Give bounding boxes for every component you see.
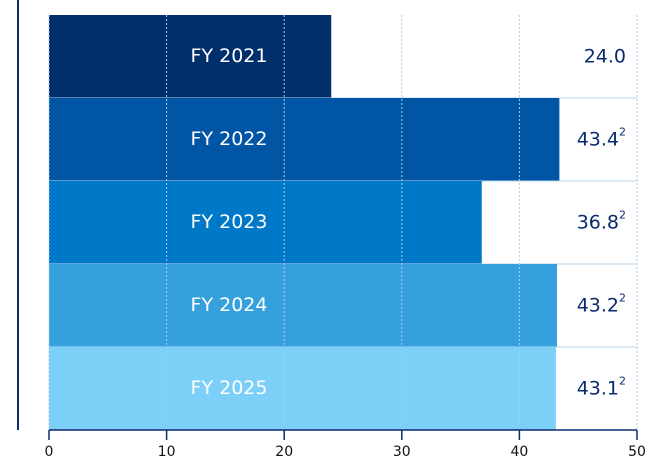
x-tick-label: 50 bbox=[628, 444, 646, 460]
value-label: 43.12 bbox=[577, 375, 626, 400]
bar bbox=[49, 181, 482, 264]
value-text: 43.1 bbox=[577, 377, 619, 399]
footnote-mark: 2 bbox=[619, 209, 626, 222]
footnote-mark: 2 bbox=[619, 126, 626, 139]
footnote-mark: 2 bbox=[619, 292, 626, 305]
category-label: FY 2022 bbox=[191, 128, 268, 150]
bar bbox=[49, 264, 558, 347]
x-tick-label: 30 bbox=[393, 444, 411, 460]
value-label: 24.0 bbox=[584, 45, 626, 67]
x-tick-label: 10 bbox=[158, 444, 176, 460]
x-tick-label: 20 bbox=[275, 444, 293, 460]
value-text: 43.4 bbox=[577, 128, 619, 150]
value-text: 36.8 bbox=[577, 211, 619, 233]
footnote-mark: 2 bbox=[619, 375, 626, 388]
x-tick-label: 40 bbox=[510, 444, 528, 460]
value-text: 24.0 bbox=[584, 45, 626, 67]
x-tick-label: 0 bbox=[45, 444, 54, 460]
value-label: 36.82 bbox=[577, 209, 626, 234]
bar bbox=[49, 98, 560, 181]
value-text: 43.2 bbox=[577, 294, 619, 316]
bar bbox=[49, 347, 556, 430]
category-label: FY 2025 bbox=[191, 377, 268, 399]
category-label: FY 2023 bbox=[191, 211, 268, 233]
value-label: 43.22 bbox=[577, 292, 626, 317]
value-label: 43.42 bbox=[577, 126, 626, 151]
category-label: FY 2024 bbox=[191, 294, 268, 316]
category-label: FY 2021 bbox=[191, 45, 268, 67]
